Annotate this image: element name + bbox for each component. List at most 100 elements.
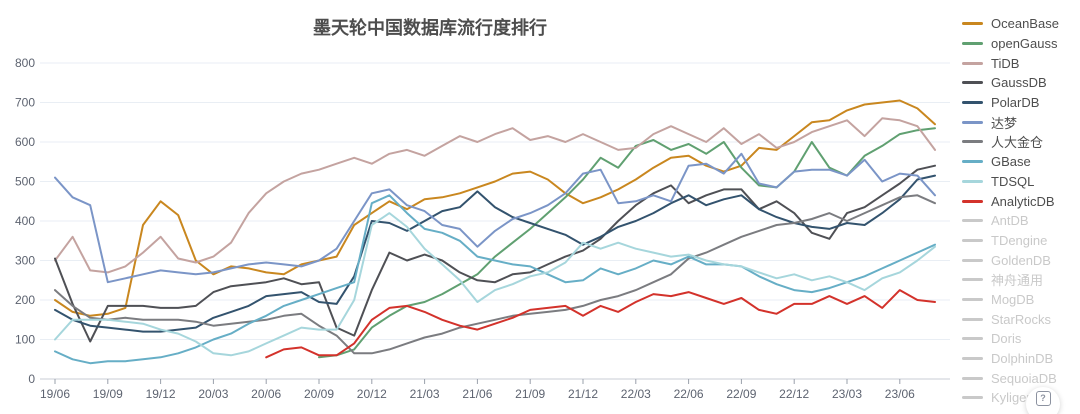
legend-item-TiDB[interactable]: TiDB — [962, 53, 1080, 73]
legend-item-Kyligence[interactable]: Kyligence — [962, 388, 1080, 408]
legend-label: OceanBase — [991, 16, 1059, 32]
legend-swatch — [962, 357, 983, 361]
x-axis-label: 19/12 — [146, 387, 176, 401]
legend-label: openGauss — [991, 36, 1058, 52]
legend-label: PolarDB — [991, 95, 1040, 111]
legend-swatch — [962, 81, 983, 85]
legend-swatch — [962, 258, 983, 262]
legend-swatch — [962, 337, 983, 341]
chart-title: 墨天轮中国数据库流行度排行 — [313, 18, 547, 38]
legend-label: AntDB — [991, 213, 1029, 229]
series-line-PolarDB — [54, 174, 936, 333]
legend-label: Doris — [991, 331, 1022, 347]
legend-item-TDSQL[interactable]: TDSQL — [962, 172, 1080, 192]
legend-item-PolarDB[interactable]: PolarDB — [962, 93, 1080, 113]
legend-swatch — [962, 61, 983, 65]
legend-label: AnalyticDB — [991, 193, 1055, 209]
legend-label: GoldenDB — [991, 252, 1051, 268]
legend-swatch — [962, 396, 983, 400]
x-axis-label: 21/09 — [515, 387, 545, 401]
legend-swatch — [962, 238, 983, 242]
legend-swatch — [962, 160, 983, 164]
legend-label: TDengine — [991, 232, 1048, 248]
x-axis-label: 20/09 — [304, 387, 334, 401]
series-line-TiDB — [54, 117, 936, 274]
series-line-GaussDB — [54, 164, 936, 343]
series-line-达梦 — [54, 152, 936, 284]
legend-label: TiDB — [991, 55, 1020, 71]
legend-label: 达梦 — [991, 115, 1018, 131]
x-axis-label: 22/09 — [726, 387, 756, 401]
legend-item-GoldenDB[interactable]: GoldenDB — [962, 250, 1080, 270]
y-axis-label: 300 — [15, 254, 35, 268]
y-axis-label: 500 — [15, 175, 35, 189]
legend-swatch — [962, 199, 983, 203]
legend-label: GBase — [991, 154, 1031, 170]
legend-item-Doris[interactable]: Doris — [962, 329, 1080, 349]
legend-label: 人大金仓 — [991, 135, 1044, 151]
y-axis-label: 200 — [15, 293, 35, 307]
legend-swatch — [962, 297, 983, 301]
y-axis-label: 800 — [15, 56, 35, 70]
legend-item-OceanBase[interactable]: OceanBase — [962, 14, 1080, 34]
legend-item-SequoiaDB[interactable]: SequoiaDB — [962, 368, 1080, 388]
legend-swatch — [962, 140, 983, 144]
series-line-AnalyticDB — [265, 289, 936, 359]
series-line-人大金仓 — [54, 194, 936, 355]
legend-label: StarRocks — [991, 311, 1051, 327]
x-axis-label: 22/03 — [621, 387, 651, 401]
questionnaire-icon: ? — [1035, 391, 1051, 406]
x-axis-label: 20/03 — [198, 387, 228, 401]
y-axis-label: 0 — [28, 372, 35, 386]
x-axis-label: 23/06 — [885, 387, 915, 401]
legend-item-达梦[interactable]: 达梦 — [962, 112, 1080, 132]
legend-swatch — [962, 101, 983, 105]
legend-item-GBase[interactable]: GBase — [962, 152, 1080, 172]
y-axis-label: 100 — [15, 333, 35, 347]
x-axis-label: 22/12 — [779, 387, 809, 401]
legend-item-AntDB[interactable]: AntDB — [962, 211, 1080, 231]
series-line-OceanBase — [54, 99, 936, 317]
legend-item-openGauss[interactable]: openGauss — [962, 34, 1080, 54]
feedback-button[interactable]: ? — [1026, 387, 1060, 414]
x-axis-label: 21/06 — [462, 387, 492, 401]
legend-item-MogDB[interactable]: MogDB — [962, 290, 1080, 310]
y-axis-label: 600 — [15, 135, 35, 149]
x-axis-label: 20/06 — [251, 387, 281, 401]
legend-label: DolphinDB — [991, 351, 1054, 367]
x-axis-label: 20/12 — [357, 387, 387, 401]
legend-swatch — [962, 120, 983, 124]
legend-item-DolphinDB[interactable]: DolphinDB — [962, 349, 1080, 369]
legend-swatch — [962, 376, 983, 380]
legend-swatch — [962, 22, 983, 26]
series-line-openGauss — [318, 127, 936, 359]
legend: OceanBase openGauss TiDB GaussDB PolarDB 达梦人大… — [962, 14, 1080, 408]
legend-item-GaussDB[interactable]: GaussDB — [962, 73, 1080, 93]
legend-label: MogDB — [991, 291, 1035, 307]
series-line-TDSQL — [54, 212, 936, 357]
legend-item-人大金仓[interactable]: 人大金仓 — [962, 132, 1080, 152]
legend-swatch — [962, 219, 983, 223]
y-axis-label: 700 — [15, 96, 35, 110]
legend-label: TDSQL — [991, 173, 1035, 189]
x-axis-label: 21/03 — [410, 387, 440, 401]
x-axis-label: 19/06 — [40, 387, 70, 401]
legend-item-StarRocks[interactable]: StarRocks — [962, 309, 1080, 329]
legend-label: GaussDB — [991, 75, 1047, 91]
legend-item-TDengine[interactable]: TDengine — [962, 231, 1080, 251]
legend-item-神舟通用[interactable]: 神舟通用 — [962, 270, 1080, 290]
x-axis-label: 19/09 — [93, 387, 123, 401]
legend-label: SequoiaDB — [991, 370, 1057, 386]
legend-swatch — [962, 179, 983, 183]
legend-label: 神舟通用 — [991, 273, 1044, 289]
legend-item-AnalyticDB[interactable]: AnalyticDB — [962, 191, 1080, 211]
x-axis-label: 22/06 — [674, 387, 704, 401]
legend-swatch — [962, 42, 983, 46]
x-axis-label: 23/03 — [832, 387, 862, 401]
x-axis-label: 21/12 — [568, 387, 598, 401]
legend-swatch — [962, 278, 983, 282]
legend-swatch — [962, 317, 983, 321]
y-axis-label: 400 — [15, 214, 35, 228]
